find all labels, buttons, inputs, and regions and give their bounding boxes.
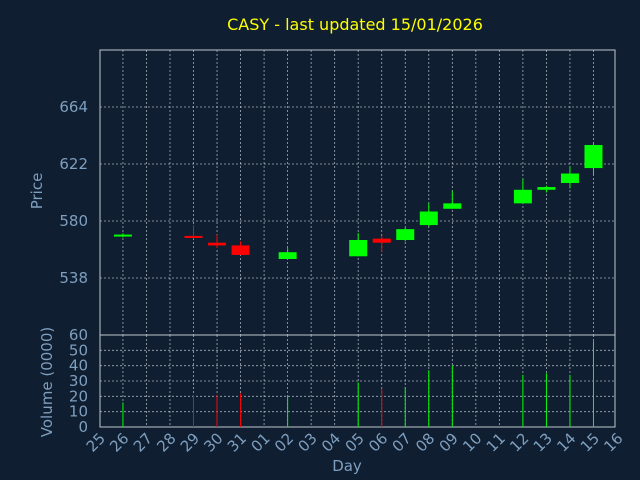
x-tick-label: 06 bbox=[365, 429, 391, 455]
x-tick-label: 01 bbox=[247, 429, 273, 455]
price-axis-label: Price bbox=[28, 173, 46, 210]
volume-tick-label: 20 bbox=[69, 387, 88, 405]
x-tick-label: 30 bbox=[200, 429, 226, 455]
x-tick-label: 02 bbox=[271, 429, 297, 455]
volume-tick-label: 30 bbox=[69, 372, 88, 390]
x-tick-label: 10 bbox=[459, 429, 485, 455]
volume-tick-label: 50 bbox=[69, 341, 88, 359]
x-tick-label: 08 bbox=[412, 429, 438, 455]
volume-tick-label: 40 bbox=[69, 357, 88, 375]
candle-body bbox=[396, 229, 415, 240]
candle-body bbox=[208, 242, 227, 246]
candle-body bbox=[349, 240, 368, 257]
price-frame bbox=[99, 49, 616, 336]
candle-body bbox=[560, 173, 579, 183]
price-tick-label: 664 bbox=[59, 98, 88, 116]
x-tick-label: 05 bbox=[342, 429, 368, 455]
candle-body bbox=[372, 238, 391, 243]
x-tick-label: 13 bbox=[530, 429, 556, 455]
x-tick-label: 12 bbox=[506, 429, 532, 455]
x-axis: 2526272829303101020304050607080910111213… bbox=[83, 429, 627, 455]
x-tick-label: 04 bbox=[318, 429, 344, 455]
volume-tick-label: 0 bbox=[78, 418, 88, 436]
x-tick-label: 31 bbox=[224, 429, 250, 455]
volume-tick-label: 10 bbox=[69, 403, 88, 421]
x-tick-label: 15 bbox=[577, 429, 603, 455]
x-tick-label: 11 bbox=[483, 429, 509, 455]
price-tick-label: 538 bbox=[59, 269, 88, 287]
price-tick-label: 622 bbox=[59, 155, 88, 173]
candle-body bbox=[419, 211, 438, 226]
x-tick-label: 16 bbox=[600, 429, 626, 455]
x-axis-label: Day bbox=[332, 457, 362, 475]
candle-body bbox=[184, 235, 203, 238]
candle-body bbox=[584, 145, 603, 169]
price-panel: 538 580 622 664 bbox=[59, 49, 616, 336]
price-tick-label: 580 bbox=[59, 212, 88, 230]
x-tick-label: 03 bbox=[294, 429, 320, 455]
x-tick-label: 14 bbox=[553, 429, 579, 455]
candle-body bbox=[231, 245, 250, 255]
x-tick-label: 29 bbox=[177, 429, 203, 455]
volume-tick-label: 60 bbox=[69, 326, 88, 344]
chart-title: CASY - last updated 15/01/2026 bbox=[227, 15, 483, 34]
volume-axis-label: Volume (0000) bbox=[38, 327, 56, 437]
candle-body bbox=[113, 234, 132, 237]
candle-body bbox=[278, 252, 297, 259]
x-tick-label: 07 bbox=[389, 429, 415, 455]
candle-body bbox=[443, 203, 462, 209]
candle-body bbox=[513, 189, 532, 204]
x-tick-label: 28 bbox=[153, 429, 179, 455]
x-tick-label: 27 bbox=[130, 429, 156, 455]
x-tick-label: 09 bbox=[436, 429, 462, 455]
candle-body bbox=[537, 187, 556, 190]
x-tick-label: 26 bbox=[106, 429, 132, 455]
